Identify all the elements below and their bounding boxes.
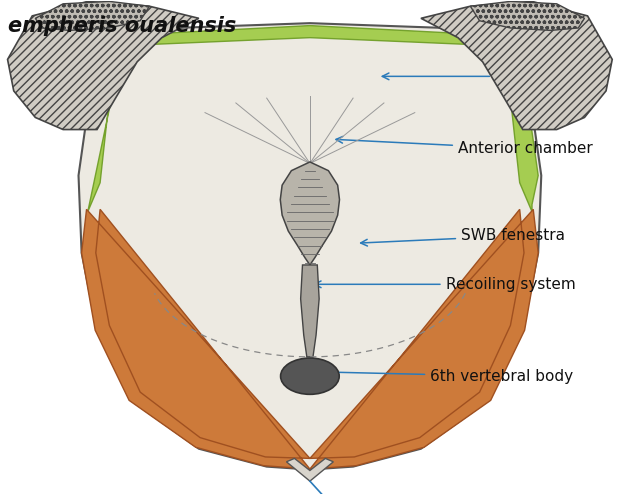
Ellipse shape	[281, 358, 339, 394]
Polygon shape	[310, 209, 538, 469]
Text: Recoiling system: Recoiling system	[315, 277, 575, 292]
Polygon shape	[82, 209, 310, 469]
Polygon shape	[280, 162, 340, 265]
Text: Anterior chamber: Anterior chamber	[336, 136, 593, 157]
Text: empheris oualensis: empheris oualensis	[8, 16, 236, 36]
Polygon shape	[78, 23, 541, 469]
Text: Sonic muscle: Sonic muscle	[382, 69, 596, 84]
Polygon shape	[421, 1, 612, 129]
Polygon shape	[286, 458, 333, 481]
Polygon shape	[35, 1, 149, 31]
Text: SWB fenestra: SWB fenestra	[360, 228, 565, 246]
Polygon shape	[470, 1, 585, 31]
Polygon shape	[8, 1, 199, 129]
Polygon shape	[301, 265, 319, 357]
Text: 6th vertebral body: 6th vertebral body	[302, 369, 573, 384]
Polygon shape	[88, 26, 538, 212]
